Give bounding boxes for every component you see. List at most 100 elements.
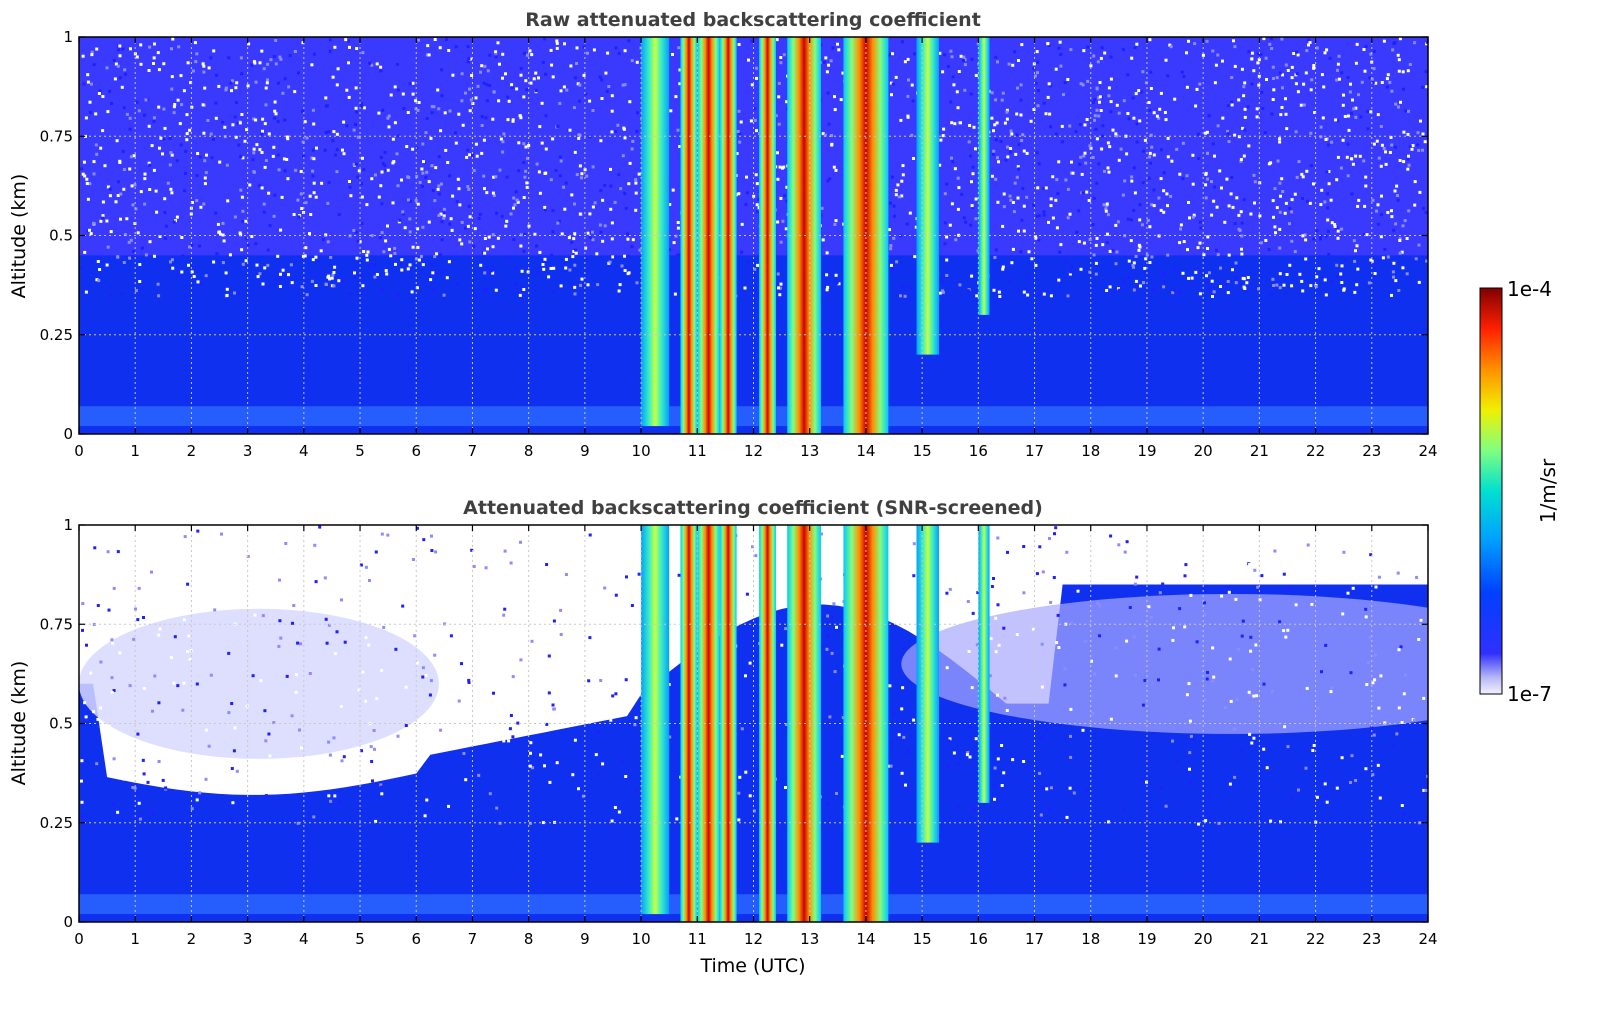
noise-speck [295,673,298,677]
noise-speck [1397,105,1400,109]
noise-speck [1069,755,1073,759]
noise-speck [336,67,340,71]
noise-speck [1382,147,1386,150]
noise-speck [1233,45,1237,49]
noise-speck [1087,199,1091,202]
noise-speck [240,72,244,76]
noise-speck [386,168,390,172]
noise-speck [1425,40,1428,44]
noise-speck [1390,293,1393,297]
noise-speck [1370,77,1374,81]
noise-speck [1290,65,1294,69]
noise-speck [252,117,256,121]
noise-speck [400,268,404,272]
noise-speck [1239,159,1243,163]
noise-speck [122,106,126,110]
noise-speck [1114,223,1118,227]
noise-speck [448,109,452,113]
noise-speck [214,116,218,120]
noise-speck [1204,171,1208,175]
noise-speck [483,237,487,240]
noise-speck [157,294,161,298]
noise-speck [1183,625,1187,629]
noise-speck [1276,159,1280,163]
noise-speck [379,156,383,159]
noise-speck [1097,96,1101,100]
noise-speck [1374,653,1377,657]
x-tick-label: 24 [1418,442,1437,460]
noise-speck [1312,66,1316,70]
noise-speck [1336,229,1340,233]
noise-speck [1048,537,1051,540]
noise-speck [1092,54,1096,58]
noise-speck [539,712,542,716]
noise-speck [1264,239,1268,242]
noise-speck [424,673,428,677]
noise-speck [1359,115,1363,119]
noise-speck [1354,249,1357,253]
noise-speck [1008,150,1012,154]
noise-speck [204,171,208,175]
noise-speck [1364,767,1368,771]
noise-speck [1009,129,1013,133]
noise-speck [396,734,400,738]
noise-speck [578,83,582,87]
noise-speck [433,255,437,259]
noise-speck [1213,185,1216,189]
noise-speck [1312,744,1316,747]
noise-speck [154,189,158,193]
noise-speck [610,130,614,134]
noise-speck [268,224,272,227]
noise-speck [116,550,120,554]
noise-speck [94,143,98,147]
noise-speck [1241,126,1245,130]
noise-speck [1036,71,1039,75]
noise-speck [263,122,267,126]
noise-speck [603,586,607,590]
noise-speck [620,264,624,268]
noise-speck [312,122,316,126]
noise-speck [573,285,577,289]
noise-speck [499,604,503,608]
noise-speck [461,123,465,127]
noise-speck [1105,289,1109,292]
noise-speck [617,810,621,814]
noise-speck [1278,246,1282,250]
noise-speck [1379,125,1383,128]
noise-speck [623,192,627,196]
noise-speck [157,633,161,637]
noise-speck [406,111,410,114]
noise-speck [1054,132,1058,136]
noise-speck [437,192,441,196]
noise-speck [775,582,779,586]
noise-speck [941,289,945,293]
noise-speck [1021,187,1025,191]
noise-speck [301,109,304,113]
noise-speck [585,270,589,274]
noise-speck [332,271,336,274]
noise-speck [393,121,397,125]
noise-speck [1349,671,1353,675]
noise-speck [163,211,167,214]
noise-speck [310,279,314,283]
noise-speck [1273,549,1277,553]
noise-speck [1148,261,1152,264]
noise-speck [109,294,113,298]
noise-speck [1239,210,1243,214]
noise-speck [945,666,949,670]
noise-speck [1288,222,1291,226]
noise-speck [1058,40,1062,44]
noise-speck [757,206,761,210]
noise-speck [976,290,980,294]
noise-speck [429,278,433,282]
noise-speck [635,281,639,285]
noise-speck [252,778,255,782]
noise-speck [556,124,560,128]
noise-speck [198,791,202,795]
noise-speck [1413,203,1417,207]
cloud-layer [641,525,670,915]
noise-speck [116,745,120,749]
noise-speck [1250,668,1254,672]
noise-speck [1262,37,1266,41]
